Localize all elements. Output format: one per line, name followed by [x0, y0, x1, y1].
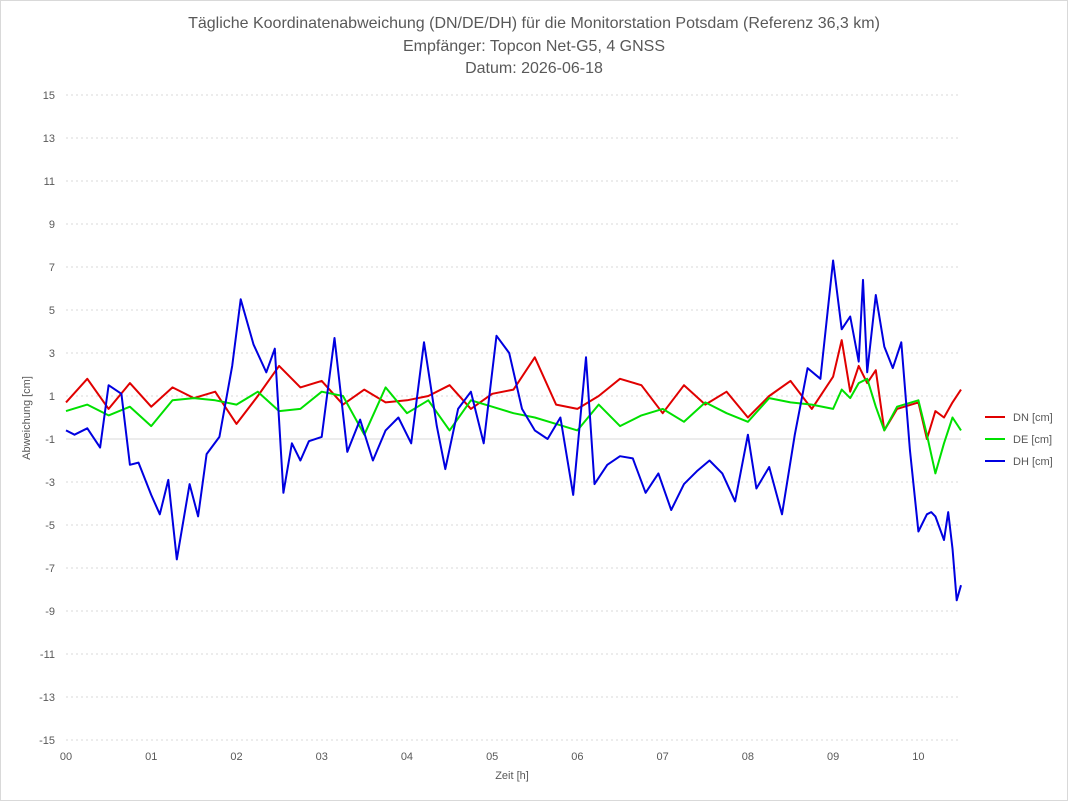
y-tick-label: -3: [45, 477, 55, 489]
x-axis-label: Zeit [h]: [495, 770, 529, 782]
x-tick-label: 01: [145, 751, 157, 763]
y-axis-label: Abweichung [cm]: [21, 376, 33, 460]
x-tick-label: 04: [401, 751, 413, 763]
y-tick-label: -7: [45, 563, 55, 575]
chart-subtitle: Empfänger: Topcon Net-G5, 4 GNSS: [403, 38, 665, 55]
y-tick-label: 11: [44, 176, 55, 188]
legend: DN [cm] DE [cm] DH [cm]: [985, 412, 1053, 468]
x-tick-label: 03: [316, 751, 328, 763]
y-tick-label: -1: [45, 434, 55, 446]
y-tick-label: -11: [40, 649, 55, 661]
x-tick-label: 05: [486, 751, 498, 763]
y-tick-label: -13: [39, 692, 55, 704]
x-tick-label: 00: [60, 751, 72, 763]
series-line-de: [65, 377, 962, 475]
y-tick-label: 15: [43, 90, 55, 102]
y-tick-label: 3: [49, 348, 55, 360]
x-tick-label: 10: [912, 751, 924, 763]
chart-date: Datum: 2026-06-18: [465, 60, 603, 77]
x-axis-ticks: 00 01 02 03 04 05 06 07 08 09 10: [60, 751, 925, 763]
x-tick-label: 06: [571, 751, 583, 763]
x-tick-label: 08: [742, 751, 754, 763]
x-tick-label: 09: [827, 751, 839, 763]
y-tick-label: 7: [49, 262, 55, 274]
y-tick-label: 5: [49, 305, 55, 317]
y-tick-label: -9: [45, 606, 55, 618]
chart-title: Tägliche Koordinatenabweichung (DN/DE/DH…: [188, 15, 880, 32]
x-tick-label: 07: [657, 751, 669, 763]
series-line-dh: [65, 259, 962, 602]
series-line-dn: [65, 339, 962, 440]
y-tick-label: -15: [39, 735, 55, 747]
legend-label: DH [cm]: [1013, 456, 1053, 468]
y-tick-label: 9: [49, 219, 55, 231]
legend-label: DN [cm]: [1013, 412, 1053, 424]
y-tick-label: -5: [45, 520, 55, 532]
x-tick-label: 02: [230, 751, 242, 763]
series-lines: [65, 259, 962, 602]
y-tick-label: 1: [49, 391, 55, 403]
y-axis-ticks: 15 13 11 9 7 5 3 1 -1 -3 -5 -7 -9 -11 -13 -15: [39, 90, 55, 747]
legend-label: DE [cm]: [1013, 434, 1052, 446]
gridlines: [66, 94, 961, 741]
y-tick-label: 13: [43, 133, 55, 145]
